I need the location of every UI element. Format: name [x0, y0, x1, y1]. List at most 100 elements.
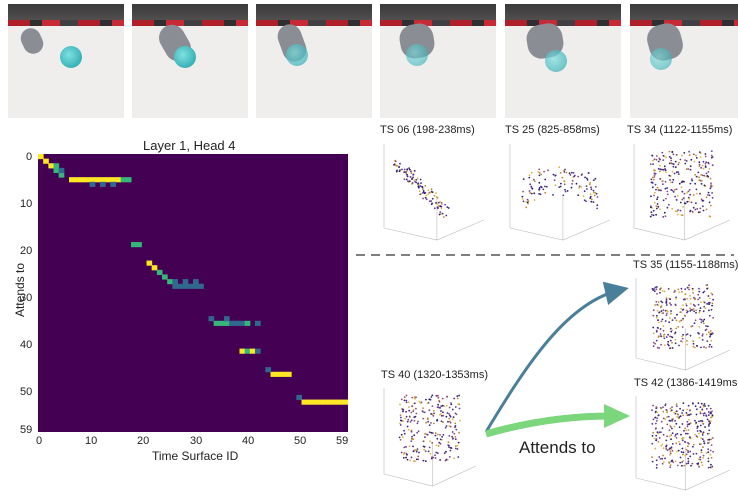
y-tick: 0: [26, 151, 33, 163]
attention-arrows: [484, 282, 630, 438]
heatmap-cell: [115, 177, 122, 183]
heatmap-cell: [208, 316, 215, 322]
heatmap-title: Layer 1, Head 4: [143, 138, 236, 153]
heatmap-cell: [311, 399, 318, 405]
heatmap-cell: [89, 181, 96, 187]
heatmap-cell: [244, 320, 251, 326]
ts-label-40: TS 40 (1320-1353ms): [381, 369, 488, 381]
heatmap-cell: [89, 177, 96, 183]
ts-label-42: TS 42 (1386-1419ms: [634, 377, 738, 389]
frame-photo-5: [505, 4, 621, 118]
attention-heatmap: [38, 154, 348, 432]
heatmap-cell: [156, 269, 163, 275]
y-axis-label: Attends to: [13, 262, 27, 318]
heatmap-cell: [151, 265, 158, 271]
heatmap-cell: [337, 399, 344, 405]
heatmap-cell: [172, 279, 178, 285]
heatmap-cell: [306, 399, 313, 405]
heatmap-cell: [322, 399, 328, 405]
frame-photo-6: [630, 4, 738, 118]
heatmap-cell: [48, 163, 54, 169]
heatmap-cell: [177, 283, 184, 289]
frame-photo-2: [132, 4, 248, 118]
heatmap-cell: [275, 371, 282, 377]
heatmap-cell: [255, 348, 261, 354]
y-tick: 20: [20, 245, 33, 257]
heatmap-cell: [182, 279, 189, 285]
y-tick: 10: [20, 198, 33, 210]
heatmap-cell: [296, 394, 302, 401]
frame-photo-3: [256, 4, 372, 118]
heatmap-cell: [229, 320, 235, 326]
heatmap-cell: [74, 177, 80, 183]
dashed-divider: [356, 254, 734, 256]
heatmap-cell: [53, 163, 60, 169]
frame-photo-1: [8, 4, 124, 118]
arrow-blue: [484, 282, 629, 433]
heatmap-cell: [58, 172, 65, 178]
x-tick: 20: [137, 435, 150, 447]
x-tick: 50: [294, 435, 307, 447]
heatmap-cell: [317, 399, 323, 405]
heatmap-cell: [79, 177, 85, 183]
heatmap-cell: [53, 167, 60, 174]
heatmap-cell: [255, 320, 261, 326]
heatmap-cell: [105, 177, 111, 183]
heatmap-cell: [198, 283, 204, 289]
y-tick: 40: [20, 339, 33, 351]
ts-label-06: TS 06 (198-238ms): [380, 124, 475, 136]
heatmap-cell: [218, 320, 225, 326]
heatmap-cell: [100, 177, 106, 183]
heatmap-cell: [38, 154, 44, 160]
attends-to-label: Attends to: [519, 438, 596, 457]
ts-plot-42: [635, 396, 731, 491]
heatmap-cell: [244, 348, 251, 354]
heatmap-cell: [249, 348, 256, 354]
arrow-green: [485, 412, 611, 438]
ts-plot-34: [633, 144, 731, 241]
heatmap-cell: [43, 158, 49, 164]
heatmap-cell: [213, 320, 220, 326]
heatmap-cell: [187, 283, 194, 289]
ts-label-35: TS 35 (1155-1188ms): [633, 259, 738, 271]
heatmap-cell: [110, 177, 116, 183]
heatmap-cell: [301, 399, 308, 405]
heatmap-cell: [234, 320, 240, 326]
heatmap-cell: [131, 242, 137, 248]
heatmap-cell: [332, 399, 339, 405]
heatmap-cell: [94, 177, 101, 183]
heatmap-cell: [69, 177, 75, 183]
x-tick: 40: [242, 435, 255, 447]
heatmap-cell: [136, 242, 142, 248]
heatmap-cell: [125, 177, 132, 183]
heatmap-cell: [239, 348, 246, 354]
ts-plot-35: [635, 278, 731, 371]
heatmap-cell: [146, 260, 153, 266]
heatmap-cell: [286, 371, 292, 377]
x-tick: 59: [336, 435, 349, 447]
ts-plot-06: [383, 144, 485, 241]
heatmap-cell: [193, 283, 199, 289]
heatmap-cell: [120, 177, 127, 183]
y-tick: 50: [20, 386, 33, 398]
heatmap-cell: [84, 177, 91, 183]
heatmap-cell: [172, 283, 178, 289]
heatmap-cell: [167, 279, 173, 285]
y-tick: 59: [20, 424, 33, 436]
x-tick: 10: [85, 435, 98, 447]
ts-plot-40: [383, 388, 477, 487]
heatmap-cell: [193, 279, 199, 285]
heatmap-cell: [110, 181, 116, 187]
x-tick: 30: [190, 435, 203, 447]
y-tick: 30: [20, 292, 33, 304]
heatmap-cell: [100, 181, 106, 187]
heatmap-cell: [327, 399, 333, 405]
heatmap-cell: [162, 274, 168, 280]
heatmap-cell: [182, 283, 189, 289]
heatmap-cell: [224, 316, 230, 322]
heatmap-cell: [342, 399, 348, 405]
heatmap-cell: [224, 320, 230, 326]
frame-photo-4: [380, 4, 496, 118]
ts-label-25: TS 25 (825-858ms): [505, 124, 600, 136]
ts-plot-25: [509, 144, 611, 241]
